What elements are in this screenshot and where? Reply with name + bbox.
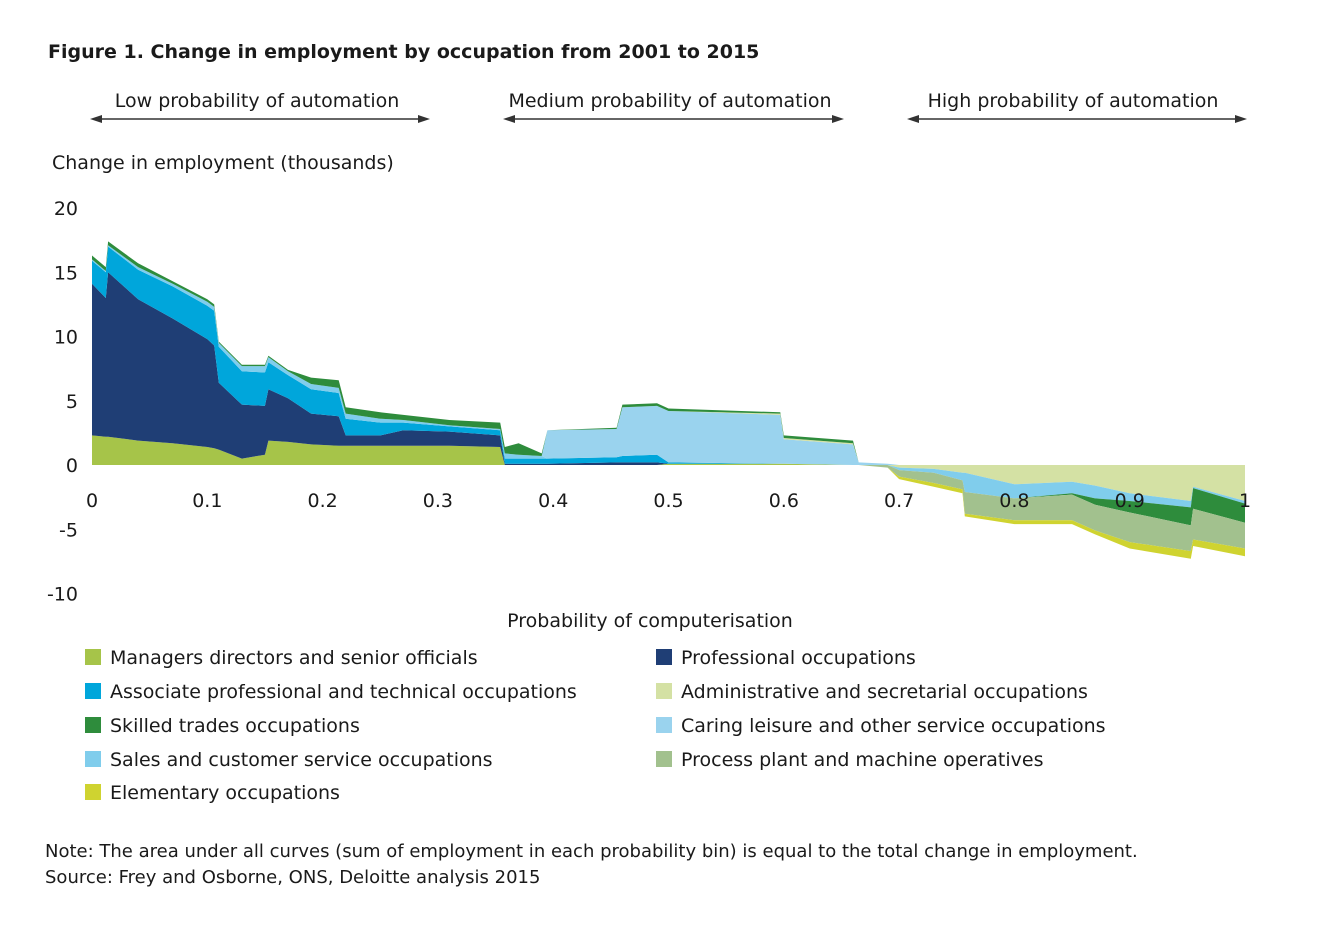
- legend-item-sales: Sales and customer service occupations: [85, 749, 493, 771]
- x-tick-label: 0.9: [1115, 490, 1145, 512]
- band-label-medium: Medium probability of automation: [508, 90, 831, 112]
- legend-item-managers: Managers directors and senior officials: [85, 647, 478, 669]
- legend-item-associate: Associate professional and technical occ…: [85, 681, 577, 703]
- legend-item-skilled: Skilled trades occupations: [85, 715, 360, 737]
- band-arrow-medium: [503, 115, 844, 123]
- area-managers-gain: [92, 435, 1245, 465]
- area-sales-loss: [92, 465, 1245, 508]
- band-label-low: Low probability of automation: [115, 90, 400, 112]
- legend-swatch: [85, 683, 101, 699]
- legend-item-professional: Professional occupations: [656, 647, 916, 669]
- legend-swatch: [85, 784, 101, 800]
- area-professional-gain: [92, 272, 1245, 465]
- y-tick-label: -10: [47, 584, 78, 606]
- legend-item-process: Process plant and machine operatives: [656, 749, 1044, 771]
- y-axis-label: Change in employment (thousands): [52, 152, 394, 174]
- legend-label: Elementary occupations: [110, 782, 340, 804]
- legend-item-admin: Administrative and secretarial occupatio…: [656, 681, 1088, 703]
- x-tick-label: 0.4: [538, 490, 568, 512]
- probability-bands: Low probability of automation Medium pro…: [90, 90, 1247, 123]
- area-admin-loss: [92, 465, 1245, 501]
- x-tick-label: 0.8: [999, 490, 1029, 512]
- band-arrow-low: [90, 115, 430, 123]
- x-tick-label: 0.5: [653, 490, 683, 512]
- x-tick-label: 0.6: [769, 490, 799, 512]
- legend-label: Process plant and machine operatives: [681, 749, 1044, 771]
- legend-swatch: [85, 751, 101, 767]
- legend-swatch: [656, 683, 672, 699]
- chart-title: Figure 1. Change in employment by occupa…: [48, 41, 759, 63]
- x-tick-label: 1: [1239, 490, 1251, 512]
- y-tick-label: -5: [59, 519, 78, 541]
- legend-label: Managers directors and senior officials: [110, 647, 478, 669]
- chart-note: Note: The area under all curves (sum of …: [45, 841, 1138, 862]
- y-tick-label: 15: [54, 262, 78, 284]
- x-axis-label: Probability of computerisation: [507, 610, 793, 632]
- x-tick-label: 0.7: [884, 490, 914, 512]
- y-tick-label: 20: [54, 198, 78, 220]
- area-caring-gain: [92, 245, 1245, 465]
- legend-item-caring: Caring leisure and other service occupat…: [656, 715, 1106, 737]
- legend-swatch: [656, 717, 672, 733]
- legend: Managers directors and senior officials P…: [85, 647, 1106, 804]
- x-tick-labels: 0 0.1 0.2 0.3 0.4 0.5 0.6 0.7 0.8 0.9 1: [86, 490, 1251, 512]
- legend-label: Administrative and secretarial occupatio…: [681, 681, 1088, 703]
- area-elementary-loss: [92, 465, 1245, 559]
- legend-label: Professional occupations: [681, 647, 916, 669]
- y-tick-label: 10: [54, 327, 78, 349]
- band-arrow-high: [907, 115, 1247, 123]
- band-label-high: High probability of automation: [928, 90, 1219, 112]
- legend-label: Associate professional and technical occ…: [110, 681, 577, 703]
- area-process-loss: [92, 465, 1245, 552]
- chart-source: Source: Frey and Osborne, ONS, Deloitte …: [45, 867, 540, 888]
- legend-swatch: [85, 649, 101, 665]
- x-tick-label: 0.2: [307, 490, 337, 512]
- legend-swatch: [656, 751, 672, 767]
- legend-swatch: [656, 649, 672, 665]
- legend-label: Skilled trades occupations: [110, 715, 360, 737]
- legend-label: Sales and customer service occupations: [110, 749, 493, 771]
- legend-label: Caring leisure and other service occupat…: [681, 715, 1106, 737]
- legend-item-elementary: Elementary occupations: [85, 782, 340, 804]
- y-tick-label: 0: [66, 455, 78, 477]
- x-tick-label: 0: [86, 490, 98, 512]
- y-tick-labels: 20 15 10 5 0 -5 -10: [47, 198, 78, 606]
- legend-swatch: [85, 717, 101, 733]
- y-tick-label: 5: [66, 391, 78, 413]
- stacked-areas: [92, 241, 1245, 559]
- x-tick-label: 0.1: [192, 490, 222, 512]
- x-tick-label: 0.3: [423, 490, 453, 512]
